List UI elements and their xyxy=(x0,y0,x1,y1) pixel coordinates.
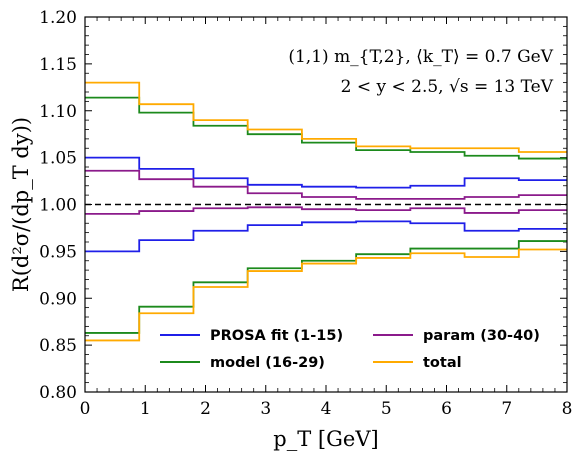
series-line-model-16-29-lower xyxy=(85,240,567,334)
y-axis-label: R(d²σ/(dp_T dy)) xyxy=(9,117,33,292)
series-line-total-lower xyxy=(85,248,567,342)
legend-label: param (30-40) xyxy=(423,328,540,344)
legend-label: total xyxy=(423,355,462,371)
legend-label: PROSA fit (1-15) xyxy=(210,328,343,344)
x-axis-label: p_T [GeV] xyxy=(273,427,378,451)
y-tick-label: 0.85 xyxy=(39,336,77,356)
y-tick-label: 1.20 xyxy=(39,8,77,28)
series-line-prosa-fit-1-15-lower xyxy=(85,220,567,253)
y-tick-label: 0.90 xyxy=(39,289,77,309)
y-tick-label: 1.00 xyxy=(39,196,77,216)
x-tick-label: 5 xyxy=(381,399,392,419)
x-tick-label: 4 xyxy=(321,399,332,419)
x-tick-label: 0 xyxy=(80,399,91,419)
x-tick-label: 1 xyxy=(140,399,151,419)
plot-frame xyxy=(84,16,568,393)
series-line-total-upper xyxy=(85,81,567,153)
legend-label: model (16-29) xyxy=(210,355,325,371)
series-line-model-16-29-upper xyxy=(85,96,567,160)
x-tick-label: 7 xyxy=(501,399,512,419)
y-tick-label: 0.95 xyxy=(39,242,77,262)
y-tick-label: 1.10 xyxy=(39,102,77,122)
x-tick-label: 8 xyxy=(562,399,573,419)
x-tick-label: 6 xyxy=(441,399,452,419)
x-tick-label: 3 xyxy=(260,399,271,419)
annotation-text: 2 < y < 2.5, √s = 13 TeV xyxy=(341,77,554,97)
y-tick-label: 1.05 xyxy=(39,149,77,169)
y-tick-label: 0.80 xyxy=(39,383,77,403)
series-line-param-30-40-lower xyxy=(85,206,567,215)
series-line-prosa-fit-1-15-upper xyxy=(85,156,567,189)
series-line-param-30-40-upper xyxy=(85,169,567,200)
x-tick-label: 2 xyxy=(200,399,211,419)
y-tick-label: 1.15 xyxy=(39,55,77,75)
annotation-text: (1,1) m_{T,2}, ⟨k_T⟩ = 0.7 GeV xyxy=(288,47,553,67)
